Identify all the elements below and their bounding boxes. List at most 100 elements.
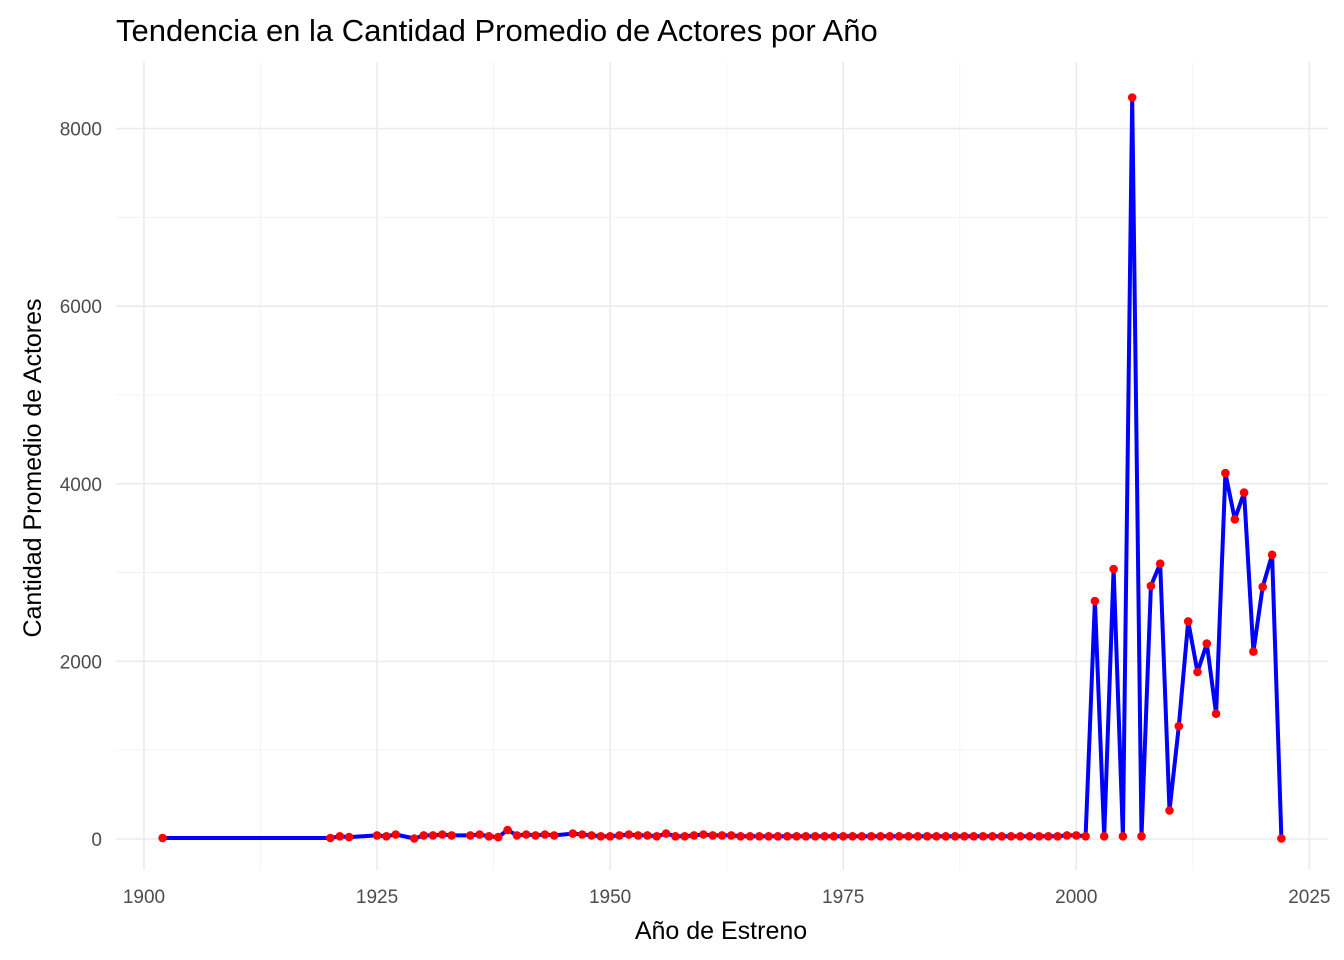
data-point bbox=[1267, 550, 1277, 560]
y-tick-label: 6000 bbox=[60, 297, 102, 318]
x-axis-title: Año de Estreno bbox=[635, 917, 807, 945]
data-point bbox=[857, 832, 867, 841]
data-point bbox=[736, 832, 745, 841]
data-point bbox=[1193, 667, 1202, 677]
data-point bbox=[615, 831, 624, 840]
data-point bbox=[960, 832, 969, 841]
data-point bbox=[391, 830, 401, 839]
data-point bbox=[1072, 831, 1081, 840]
data-point bbox=[531, 831, 540, 840]
data-point bbox=[810, 832, 820, 841]
data-point bbox=[689, 831, 699, 840]
data-point bbox=[1155, 559, 1165, 568]
data-point bbox=[1016, 832, 1025, 841]
data-point bbox=[1230, 515, 1240, 524]
data-point bbox=[838, 832, 848, 841]
data-point bbox=[512, 831, 522, 840]
data-point bbox=[773, 832, 783, 841]
data-point bbox=[978, 832, 988, 841]
data-point bbox=[1249, 647, 1258, 656]
data-point bbox=[1044, 832, 1053, 841]
data-point bbox=[587, 831, 596, 840]
data-point bbox=[1277, 834, 1286, 843]
data-point bbox=[382, 832, 391, 841]
data-point bbox=[568, 829, 578, 838]
data-point bbox=[1006, 832, 1016, 841]
data-point bbox=[894, 832, 904, 841]
data-point bbox=[549, 831, 559, 840]
data-point bbox=[493, 832, 503, 842]
y-tick-label: 4000 bbox=[60, 475, 102, 496]
axes: 1900 1925 1950 1975 2000 2025 0 2000 4000 6000 800… bbox=[60, 120, 1331, 908]
data-point bbox=[624, 830, 634, 839]
plot-area bbox=[158, 93, 1286, 843]
data-point bbox=[1211, 709, 1221, 718]
data-point bbox=[717, 831, 727, 840]
data-point bbox=[969, 832, 978, 841]
x-tick-label: 1975 bbox=[822, 887, 864, 908]
y-tick-label: 2000 bbox=[60, 652, 102, 673]
data-point bbox=[1165, 806, 1174, 815]
data-point bbox=[447, 831, 456, 840]
y-tick-label: 8000 bbox=[60, 120, 102, 141]
data-point bbox=[1146, 581, 1156, 591]
data-point bbox=[1053, 832, 1062, 841]
x-tick-label: 2025 bbox=[1288, 887, 1330, 908]
data-point bbox=[764, 832, 773, 841]
data-point bbox=[792, 832, 801, 841]
data-point bbox=[475, 830, 484, 839]
data-point bbox=[335, 832, 345, 841]
data-point bbox=[699, 830, 708, 839]
data-point bbox=[344, 832, 354, 842]
data-point bbox=[922, 832, 932, 841]
data-point bbox=[419, 831, 429, 840]
data-point bbox=[484, 832, 494, 841]
data-point bbox=[428, 831, 438, 840]
data-point bbox=[596, 832, 606, 841]
y-axis-title: Cantidad Promedio de Actores bbox=[19, 298, 47, 637]
data-point bbox=[848, 832, 857, 841]
data-point bbox=[633, 831, 643, 840]
data-point bbox=[1221, 468, 1230, 478]
data-point bbox=[503, 825, 512, 835]
data-point bbox=[932, 832, 941, 841]
data-point bbox=[866, 832, 876, 841]
data-point bbox=[1137, 832, 1146, 841]
data-point bbox=[1239, 488, 1249, 497]
x-tick-label: 1950 bbox=[589, 887, 631, 908]
data-point bbox=[326, 833, 335, 843]
data-point bbox=[820, 832, 829, 841]
y-tick-label: 0 bbox=[91, 830, 102, 851]
data-point bbox=[1025, 832, 1034, 841]
data-point bbox=[438, 830, 447, 839]
data-point bbox=[1202, 639, 1212, 648]
data-point bbox=[577, 830, 587, 839]
data-point bbox=[783, 832, 792, 841]
data-point bbox=[988, 832, 997, 841]
data-point bbox=[540, 830, 550, 839]
data-point bbox=[1034, 832, 1044, 841]
data-point bbox=[745, 832, 755, 841]
data-point bbox=[913, 832, 923, 841]
data-point bbox=[605, 832, 615, 841]
data-point bbox=[1090, 596, 1100, 606]
data-point bbox=[652, 832, 661, 841]
data-point bbox=[372, 831, 382, 840]
data-point bbox=[466, 831, 475, 840]
data-point bbox=[941, 832, 951, 841]
data-point bbox=[1081, 832, 1090, 841]
data-point bbox=[158, 833, 167, 843]
data-point bbox=[680, 832, 689, 841]
gridlines bbox=[116, 62, 1328, 870]
data-point bbox=[885, 832, 895, 841]
x-tick-label: 1900 bbox=[123, 887, 165, 908]
data-point bbox=[1109, 564, 1118, 574]
data-point bbox=[643, 831, 652, 840]
data-point bbox=[410, 834, 419, 843]
data-point bbox=[521, 830, 531, 839]
x-tick-label: 2000 bbox=[1055, 887, 1097, 908]
x-tick-label: 1925 bbox=[356, 887, 398, 908]
data-point bbox=[876, 832, 885, 841]
data-point bbox=[708, 831, 717, 840]
data-point bbox=[1127, 93, 1137, 102]
